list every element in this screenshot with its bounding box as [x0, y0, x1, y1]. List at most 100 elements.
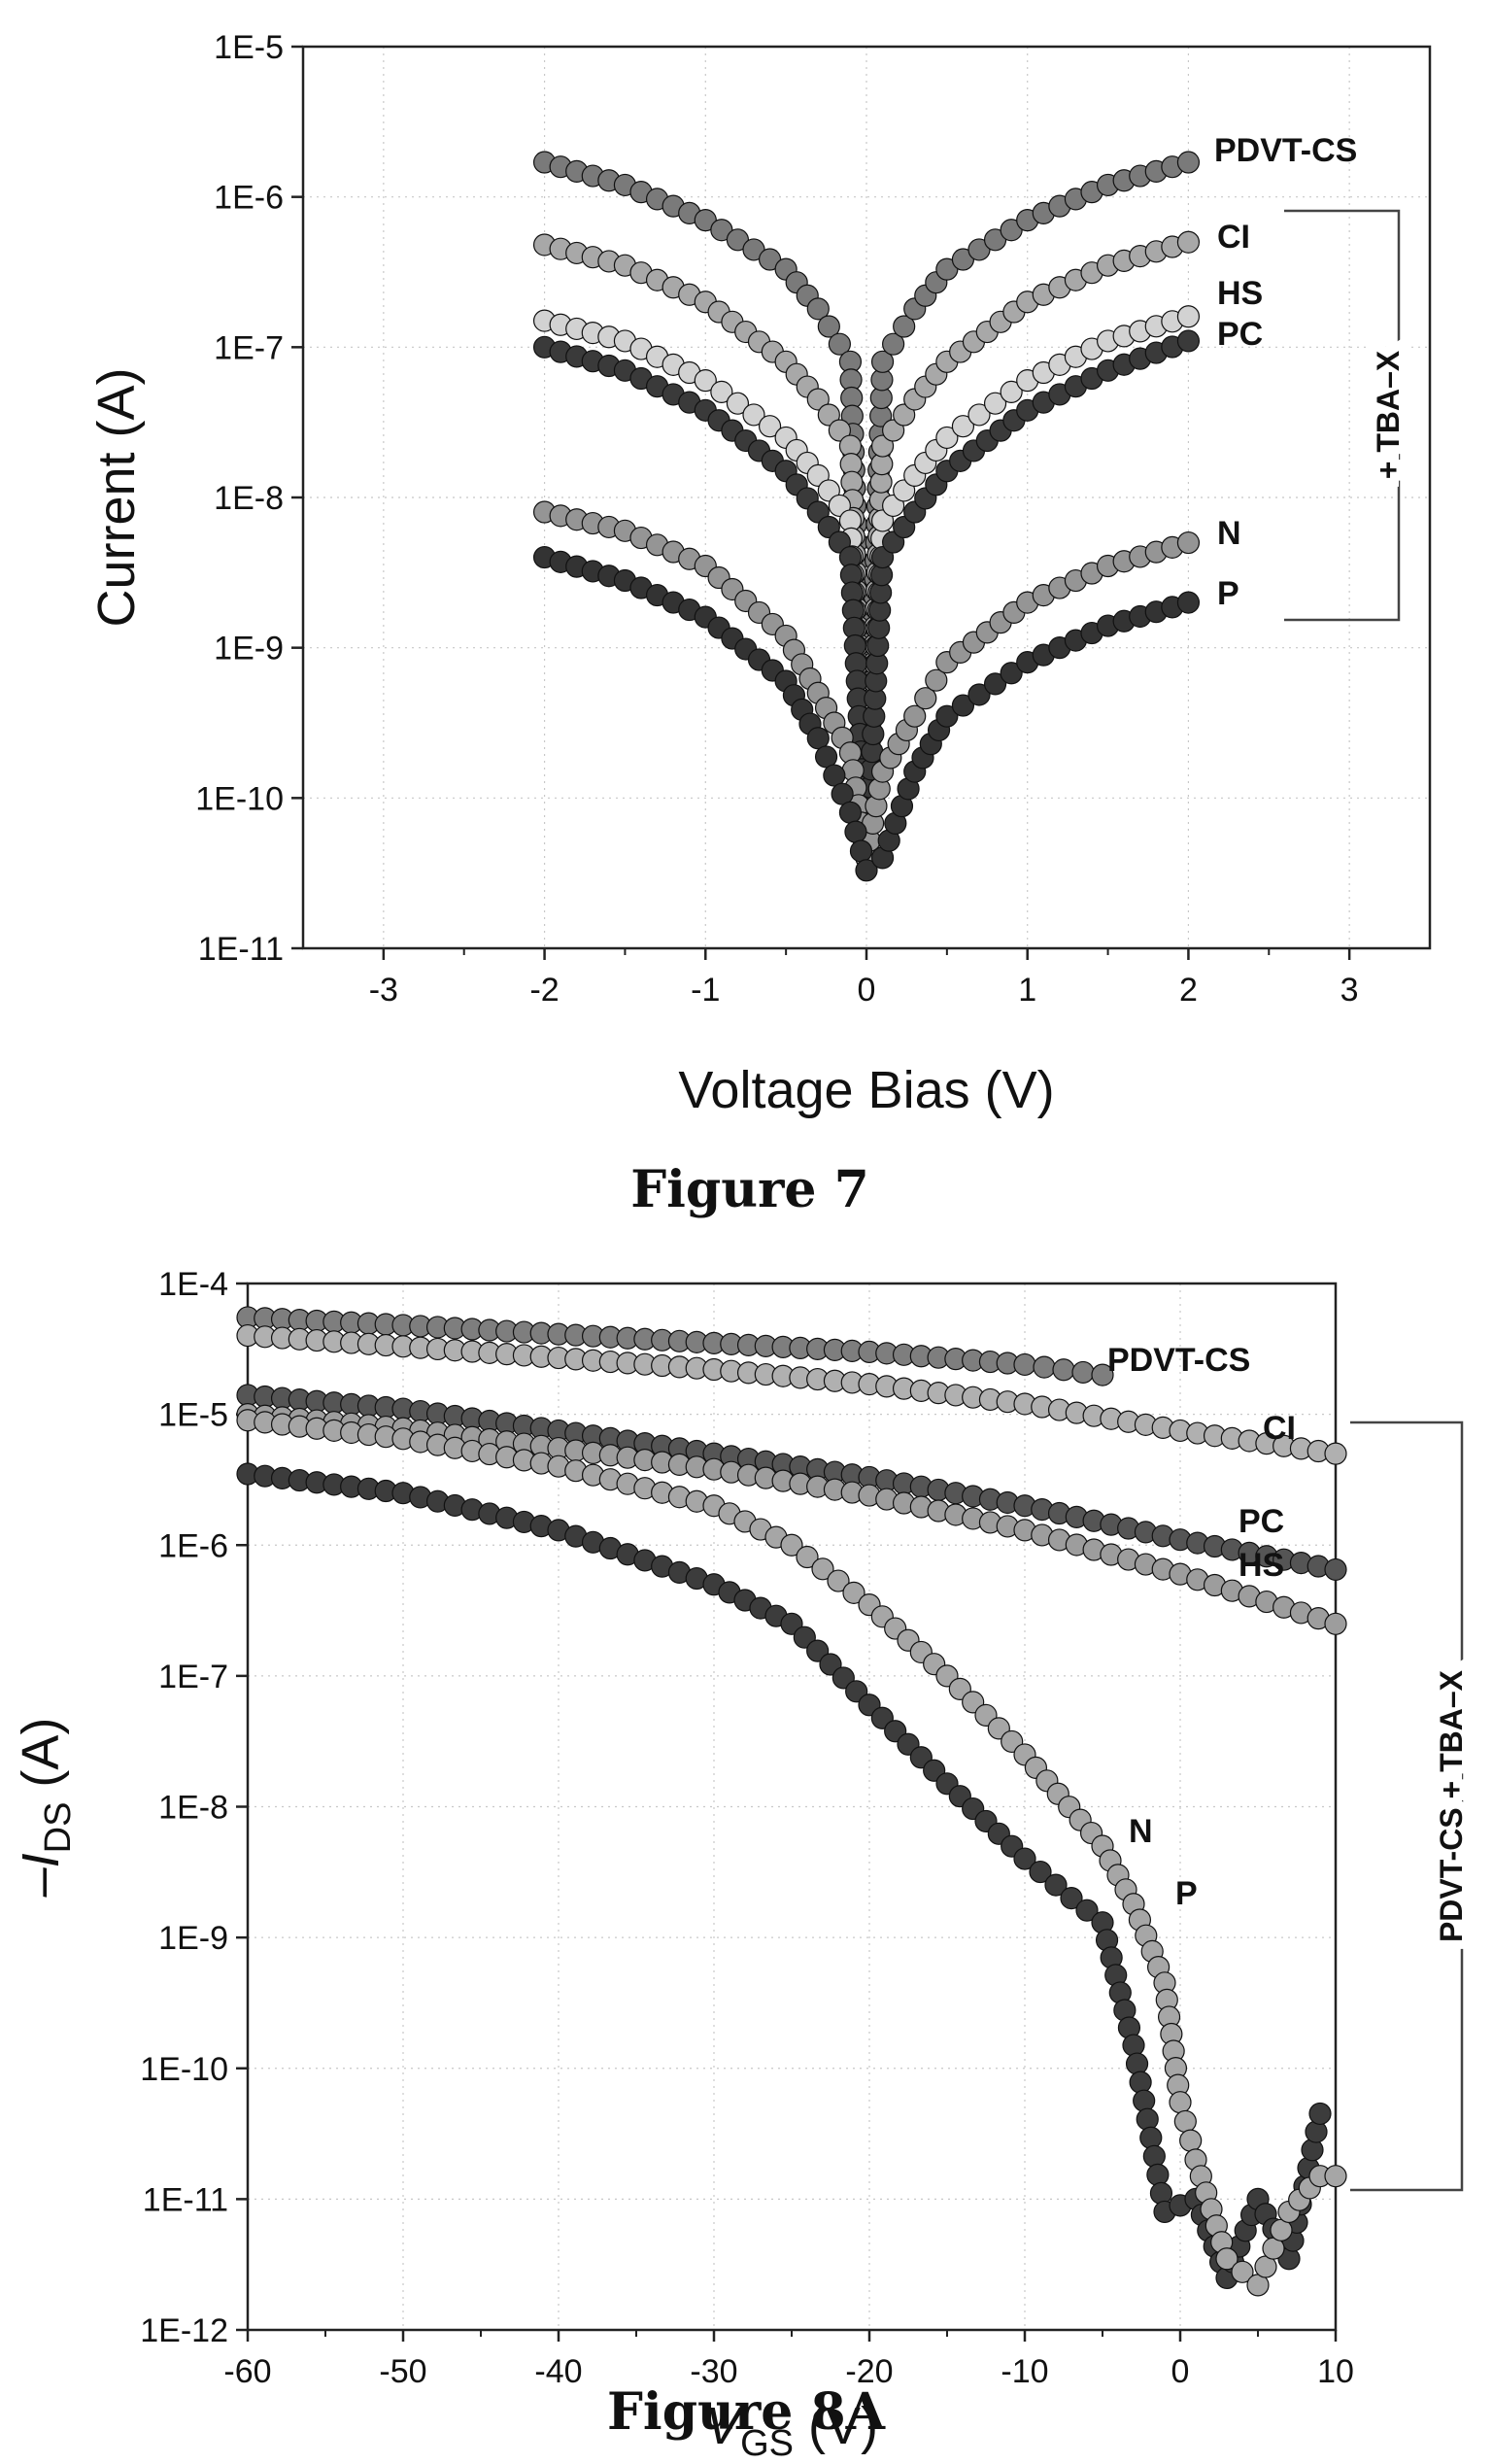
- y-tick-label: 1E-7: [214, 329, 284, 366]
- data-point: [1033, 1355, 1056, 1379]
- data-point: [882, 419, 905, 442]
- figure-7: -3 -2 -1 0 1 2 3 1E-11 1E-10 1E-9 1E-8 1E-7 1E-6 1E-5…: [87, 29, 1432, 1219]
- y-axis-label: Current (A): [87, 367, 146, 627]
- data-point: [855, 859, 878, 882]
- series-label-pc: PC: [1239, 1503, 1284, 1540]
- x-tick-label: 3: [1340, 972, 1359, 1009]
- data-point: [831, 782, 854, 805]
- x-axis-label-sub: GS: [740, 2423, 794, 2464]
- data-point: [983, 672, 1007, 696]
- data-point: [1176, 591, 1201, 614]
- data-point: [870, 434, 895, 458]
- figure-caption: Figure 8A: [607, 2382, 886, 2442]
- data-point: [1060, 1886, 1083, 1910]
- y-tick-label: 1E-7: [158, 1659, 228, 1695]
- data-point: [817, 403, 840, 427]
- data-point: [1231, 2260, 1254, 2283]
- series-labels: PDVT-CS CI HS PC NP: [1214, 132, 1357, 612]
- data-point: [893, 403, 916, 427]
- data-point: [828, 419, 851, 442]
- data-point: [1173, 2109, 1197, 2134]
- y-tick-label: 1E-10: [140, 2051, 228, 2088]
- x-tick-label: -20: [845, 2353, 893, 2390]
- data-point: [780, 1533, 803, 1557]
- series-label-n: N: [1217, 515, 1241, 552]
- y-tick-label: 1E-4: [158, 1266, 228, 1303]
- x-axis-label: VGS (V): [705, 2397, 878, 2464]
- data-point: [742, 403, 765, 427]
- series-label-pdvt-cs: PDVT-CS: [1107, 1342, 1250, 1379]
- data-point: [1324, 2165, 1347, 2188]
- series-label-p: P: [1217, 575, 1239, 612]
- series-n: [236, 1462, 1332, 2290]
- data-point: [726, 392, 750, 415]
- series-label-pc: PC: [1217, 316, 1263, 353]
- data-point: [842, 1581, 865, 1604]
- y-tick-label: 1E-9: [158, 1920, 228, 1957]
- data-point: [1176, 230, 1201, 254]
- ticks: -60 -50 -40 -30 -20 -10 0 10 1E-12 1E-11 1E-10 1E-9…: [140, 1266, 1354, 2390]
- data-point: [806, 388, 830, 411]
- x-tick-label: 10: [1317, 2353, 1354, 2390]
- y-axis-label: –IDS (A): [12, 1718, 79, 1899]
- data-point: [1013, 1352, 1036, 1377]
- data-point: [1044, 1873, 1068, 1897]
- series-label-ci: CI: [1263, 1410, 1296, 1447]
- data-point: [967, 403, 991, 427]
- x-tick-label: -2: [529, 972, 559, 1009]
- y-axis-label-unit: (A): [12, 1718, 70, 1802]
- data-point: [882, 332, 905, 356]
- series-pc: [236, 1384, 1347, 1582]
- x-axis-label-var: V: [705, 2397, 745, 2455]
- x-tick-label: -60: [223, 2353, 271, 2390]
- data-point: [758, 415, 782, 438]
- ticks: -3 -2 -1 0 1 2 3 1E-11 1E-10 1E-9 1E-8 1E-7 1E-6 1E-5: [195, 29, 1358, 1009]
- data-point: [1133, 2089, 1156, 2112]
- y-tick-label: 1E-5: [158, 1397, 228, 1434]
- data-point: [811, 1557, 834, 1581]
- y-axis-label-var: –I: [12, 1853, 70, 1898]
- data-point: [1000, 380, 1023, 404]
- data-point: [870, 350, 895, 373]
- y-axis-label-sub: DS: [38, 1802, 79, 1854]
- y-tick-label: 1E-5: [214, 29, 284, 66]
- series-n: [532, 500, 1201, 870]
- series-p: [532, 545, 1201, 882]
- y-tick-label: 1E-10: [195, 780, 284, 817]
- data-point: [935, 426, 959, 450]
- data-point: [1324, 1557, 1347, 1582]
- data-point: [827, 1569, 850, 1592]
- series-ci: [236, 1323, 1347, 1465]
- x-tick-label: -3: [369, 972, 398, 1009]
- data-point: [893, 315, 916, 338]
- data-point: [710, 380, 733, 404]
- data-point: [1029, 1860, 1052, 1884]
- y-tick-label: 1E-12: [140, 2312, 228, 2349]
- data-point: [1139, 2126, 1163, 2149]
- data-point: [1176, 530, 1201, 555]
- data-point: [1176, 151, 1201, 174]
- y-tick-label: 1E-6: [214, 180, 284, 217]
- series-labels: PDVT-CS CI PC HS NP: [1107, 1342, 1296, 1912]
- series-pdvt-cs: [236, 1306, 1114, 1386]
- data-point: [694, 369, 717, 393]
- x-tick-label: -30: [690, 2353, 737, 2390]
- data-point: [1324, 1442, 1347, 1465]
- data-point: [903, 704, 927, 728]
- x-tick-label: -50: [379, 2353, 426, 2390]
- group-bracket: [1284, 209, 1401, 622]
- data-point: [1324, 1612, 1347, 1635]
- data-point: [1169, 2091, 1192, 2114]
- group-label: PDVT-CS + TBA–X: [1434, 1669, 1469, 1942]
- series-label-n: N: [1129, 1813, 1153, 1850]
- data-point: [806, 297, 830, 321]
- data-series: [532, 151, 1201, 882]
- series-label-ci: CI: [1217, 219, 1250, 256]
- data-point: [849, 839, 873, 863]
- series-label-p: P: [1175, 1875, 1198, 1912]
- data-point: [823, 764, 846, 787]
- x-tick-label: 1: [1018, 972, 1036, 1009]
- x-tick-label: -10: [1001, 2353, 1048, 2390]
- data-point: [814, 745, 838, 769]
